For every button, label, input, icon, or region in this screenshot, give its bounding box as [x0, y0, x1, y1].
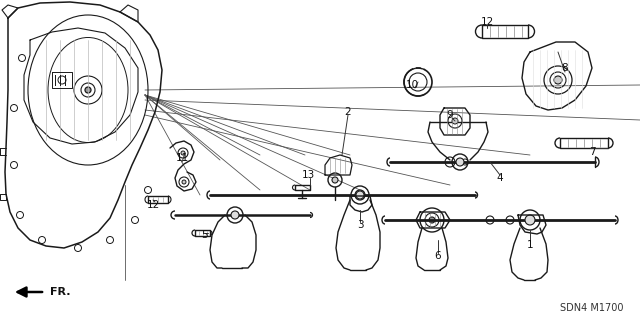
Text: 10: 10	[405, 80, 419, 90]
Circle shape	[525, 215, 535, 225]
Text: 7: 7	[589, 147, 595, 157]
Circle shape	[85, 87, 91, 93]
Text: 12: 12	[481, 17, 493, 27]
Text: 9: 9	[447, 110, 453, 120]
Circle shape	[332, 177, 338, 183]
Circle shape	[429, 217, 435, 223]
Circle shape	[554, 76, 562, 84]
Text: 11: 11	[175, 153, 189, 163]
Text: 8: 8	[562, 63, 568, 73]
Circle shape	[456, 158, 464, 166]
Text: 3: 3	[356, 220, 364, 230]
Text: 6: 6	[435, 251, 442, 261]
Text: SDN4 M1700: SDN4 M1700	[560, 303, 623, 313]
Text: 4: 4	[497, 173, 503, 183]
Circle shape	[452, 118, 458, 124]
Text: 13: 13	[301, 170, 315, 180]
Circle shape	[356, 191, 364, 199]
Circle shape	[181, 151, 185, 155]
Circle shape	[231, 211, 239, 219]
Text: 5: 5	[202, 230, 208, 240]
Text: 1: 1	[527, 240, 533, 250]
Circle shape	[182, 180, 186, 184]
Text: 12: 12	[147, 200, 159, 210]
Text: FR.: FR.	[50, 287, 70, 297]
Text: 2: 2	[345, 107, 351, 117]
